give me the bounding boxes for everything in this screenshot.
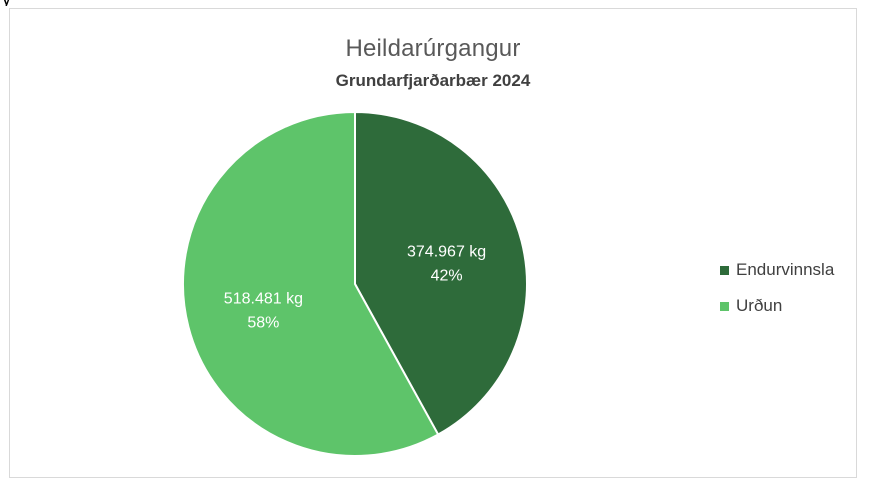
slice-value-label: 374.967 kg (407, 243, 486, 260)
legend-item-endurvinnsla: Endurvinnsla (720, 259, 834, 281)
slice-value-label: 518.481 kg (224, 291, 303, 308)
legend-item-urdun: Urðun (720, 295, 834, 317)
pie-chart: 374.967 kg 42% 518.481 kg 58% (182, 110, 528, 457)
slice-percent-label: 58% (247, 315, 279, 332)
top-edge-fragment: ỳ (0, 0, 872, 6)
slice-percent-label: 42% (431, 267, 463, 284)
legend-swatch-urdun (720, 301, 729, 311)
legend-label-endurvinnsla: Endurvinnsla (736, 260, 835, 279)
chart-title: Heildarúrgangur (345, 35, 521, 62)
pie-labels: 374.967 kg 42% 518.481 kg 58% (224, 243, 486, 331)
chart-area: Heildarúrgangur Grundarfjarðarbær 2024 3… (9, 8, 857, 478)
pie-slices (182, 110, 528, 457)
pie-slice-endurvinnsla (354, 110, 528, 436)
legend-swatch-endurvinnsla (720, 265, 729, 275)
chart-subtitle: Grundarfjarðarbær 2024 (335, 71, 531, 90)
legend-label-urdun: Urðun (736, 296, 783, 315)
cropped-glyph-icon: ỳ (2, 0, 11, 6)
legend: Endurvinnsla Urðun (720, 259, 834, 331)
pie-slice-urðun (182, 110, 440, 457)
